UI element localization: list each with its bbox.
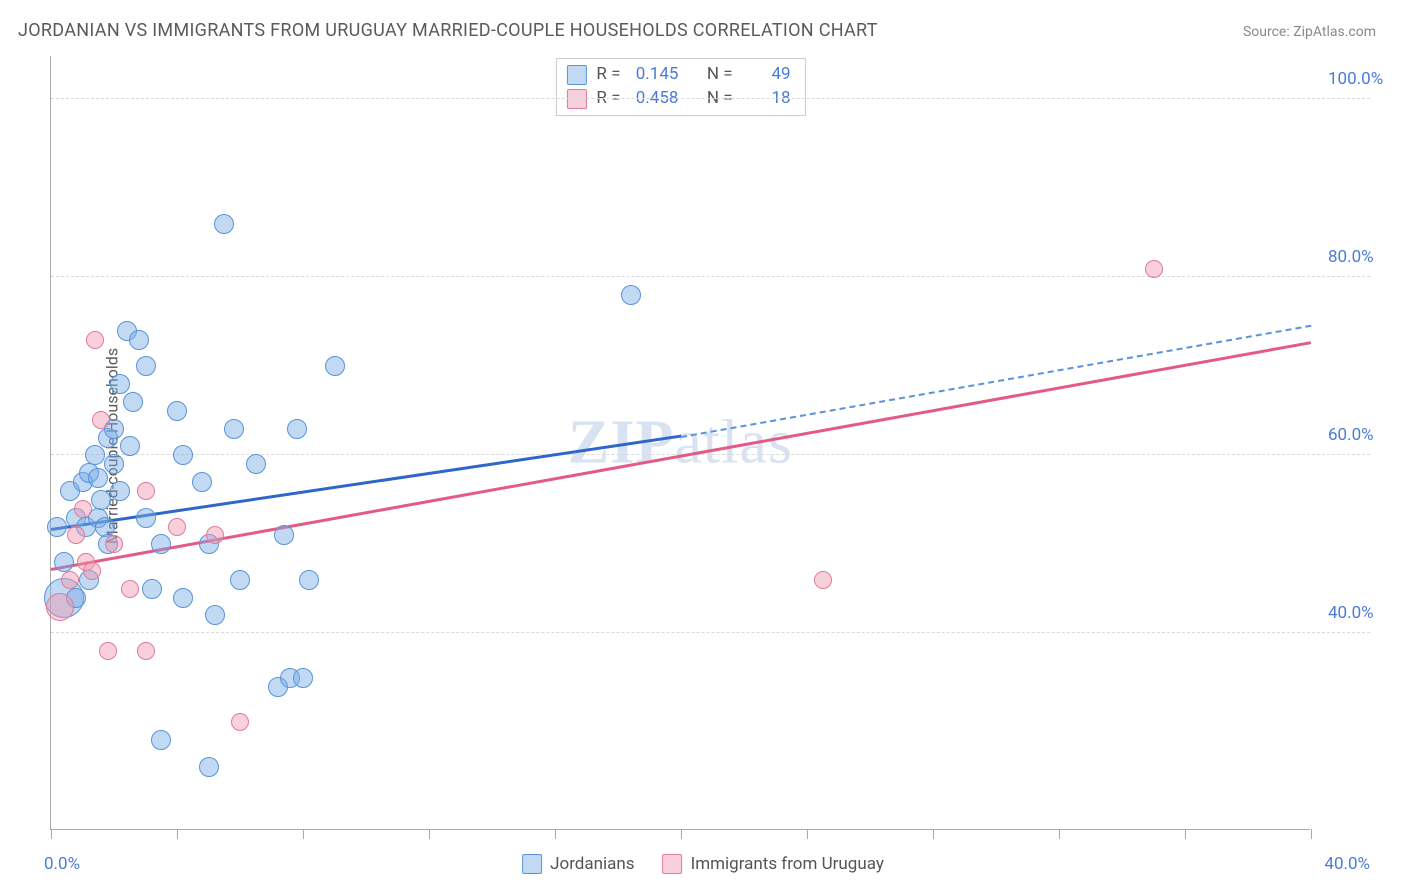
x-tick	[303, 829, 304, 839]
data-point	[192, 472, 212, 492]
data-point	[214, 214, 234, 234]
legend-swatch-1	[522, 854, 542, 874]
data-point	[104, 454, 124, 474]
x-tick	[429, 829, 430, 839]
data-point	[274, 525, 294, 545]
y-tick-label: 40.0%	[1328, 603, 1398, 623]
stats-legend: R = 0.145 N = 49 R = 0.458 N = 18	[555, 58, 805, 116]
y-tick-label: 60.0%	[1328, 425, 1398, 445]
source-attribution: Source: ZipAtlas.com	[1243, 24, 1376, 40]
data-point	[137, 642, 155, 660]
n-value-series-1: 49	[743, 63, 791, 87]
data-point	[46, 593, 74, 621]
x-tick	[1059, 829, 1060, 839]
data-point	[95, 517, 115, 537]
data-point	[92, 411, 110, 429]
data-point	[99, 642, 117, 660]
data-point	[137, 482, 155, 500]
data-point	[230, 570, 250, 590]
data-point	[325, 356, 345, 376]
data-point	[67, 526, 85, 544]
data-point	[105, 535, 123, 553]
x-axis-max-label: 40.0%	[1324, 854, 1370, 874]
data-point	[83, 562, 101, 580]
trend-line	[51, 341, 1312, 571]
x-tick	[1311, 829, 1312, 839]
data-point	[121, 580, 139, 598]
data-point	[231, 713, 249, 731]
data-point	[123, 392, 143, 412]
x-tick	[1185, 829, 1186, 839]
data-point	[47, 517, 67, 537]
x-tick	[177, 829, 178, 839]
legend-label-1: Jordanians	[550, 854, 634, 874]
data-point	[206, 526, 224, 544]
legend-swatch-2	[663, 854, 683, 874]
data-point	[136, 508, 156, 528]
data-point	[173, 588, 193, 608]
gridline	[51, 632, 1370, 633]
chart-title: JORDANIAN VS IMMIGRANTS FROM URUGUAY MAR…	[18, 20, 878, 41]
data-point	[199, 757, 219, 777]
correlation-chart: JORDANIAN VS IMMIGRANTS FROM URUGUAY MAR…	[0, 0, 1406, 892]
data-point	[287, 419, 307, 439]
data-point	[151, 730, 171, 750]
data-point	[86, 331, 104, 349]
y-tick-label: 80.0%	[1328, 247, 1398, 267]
data-point	[246, 454, 266, 474]
gridline	[51, 98, 1370, 99]
data-point	[205, 605, 225, 625]
x-tick	[933, 829, 934, 839]
data-point	[142, 579, 162, 599]
data-point	[167, 401, 187, 421]
data-point	[85, 445, 105, 465]
stats-row-series-1: R = 0.145 N = 49	[566, 63, 790, 87]
data-point	[110, 481, 130, 501]
data-point	[173, 445, 193, 465]
x-axis-min-label: 0.0%	[44, 854, 80, 874]
series-legend: Jordanians Immigrants from Uruguay	[522, 854, 884, 874]
legend-label-2: Immigrants from Uruguay	[691, 854, 884, 874]
data-point	[54, 552, 74, 572]
data-point	[91, 490, 111, 510]
data-point	[120, 436, 140, 456]
legend-item-2: Immigrants from Uruguay	[663, 854, 884, 874]
gridline	[51, 276, 1370, 277]
trend-line	[681, 324, 1311, 437]
data-point	[814, 571, 832, 589]
data-point	[129, 330, 149, 350]
data-point	[299, 570, 319, 590]
x-tick	[807, 829, 808, 839]
data-point	[1145, 260, 1163, 278]
data-point	[168, 518, 186, 536]
x-tick	[555, 829, 556, 839]
data-point	[224, 419, 244, 439]
x-tick	[681, 829, 682, 839]
x-tick	[51, 829, 52, 839]
data-point	[293, 668, 313, 688]
swatch-series-1	[566, 65, 586, 85]
legend-item-1: Jordanians	[522, 854, 634, 874]
data-point	[88, 468, 108, 488]
data-point	[61, 571, 79, 589]
data-point	[151, 534, 171, 554]
y-tick-label: 100.0%	[1328, 69, 1398, 89]
plot-area: ZIPatlas R = 0.145 N = 49 R = 0.458 N = …	[50, 56, 1310, 830]
data-point	[621, 285, 641, 305]
data-point	[110, 374, 130, 394]
r-value-series-1: 0.145	[630, 63, 678, 87]
data-point	[74, 500, 92, 518]
data-point	[136, 356, 156, 376]
